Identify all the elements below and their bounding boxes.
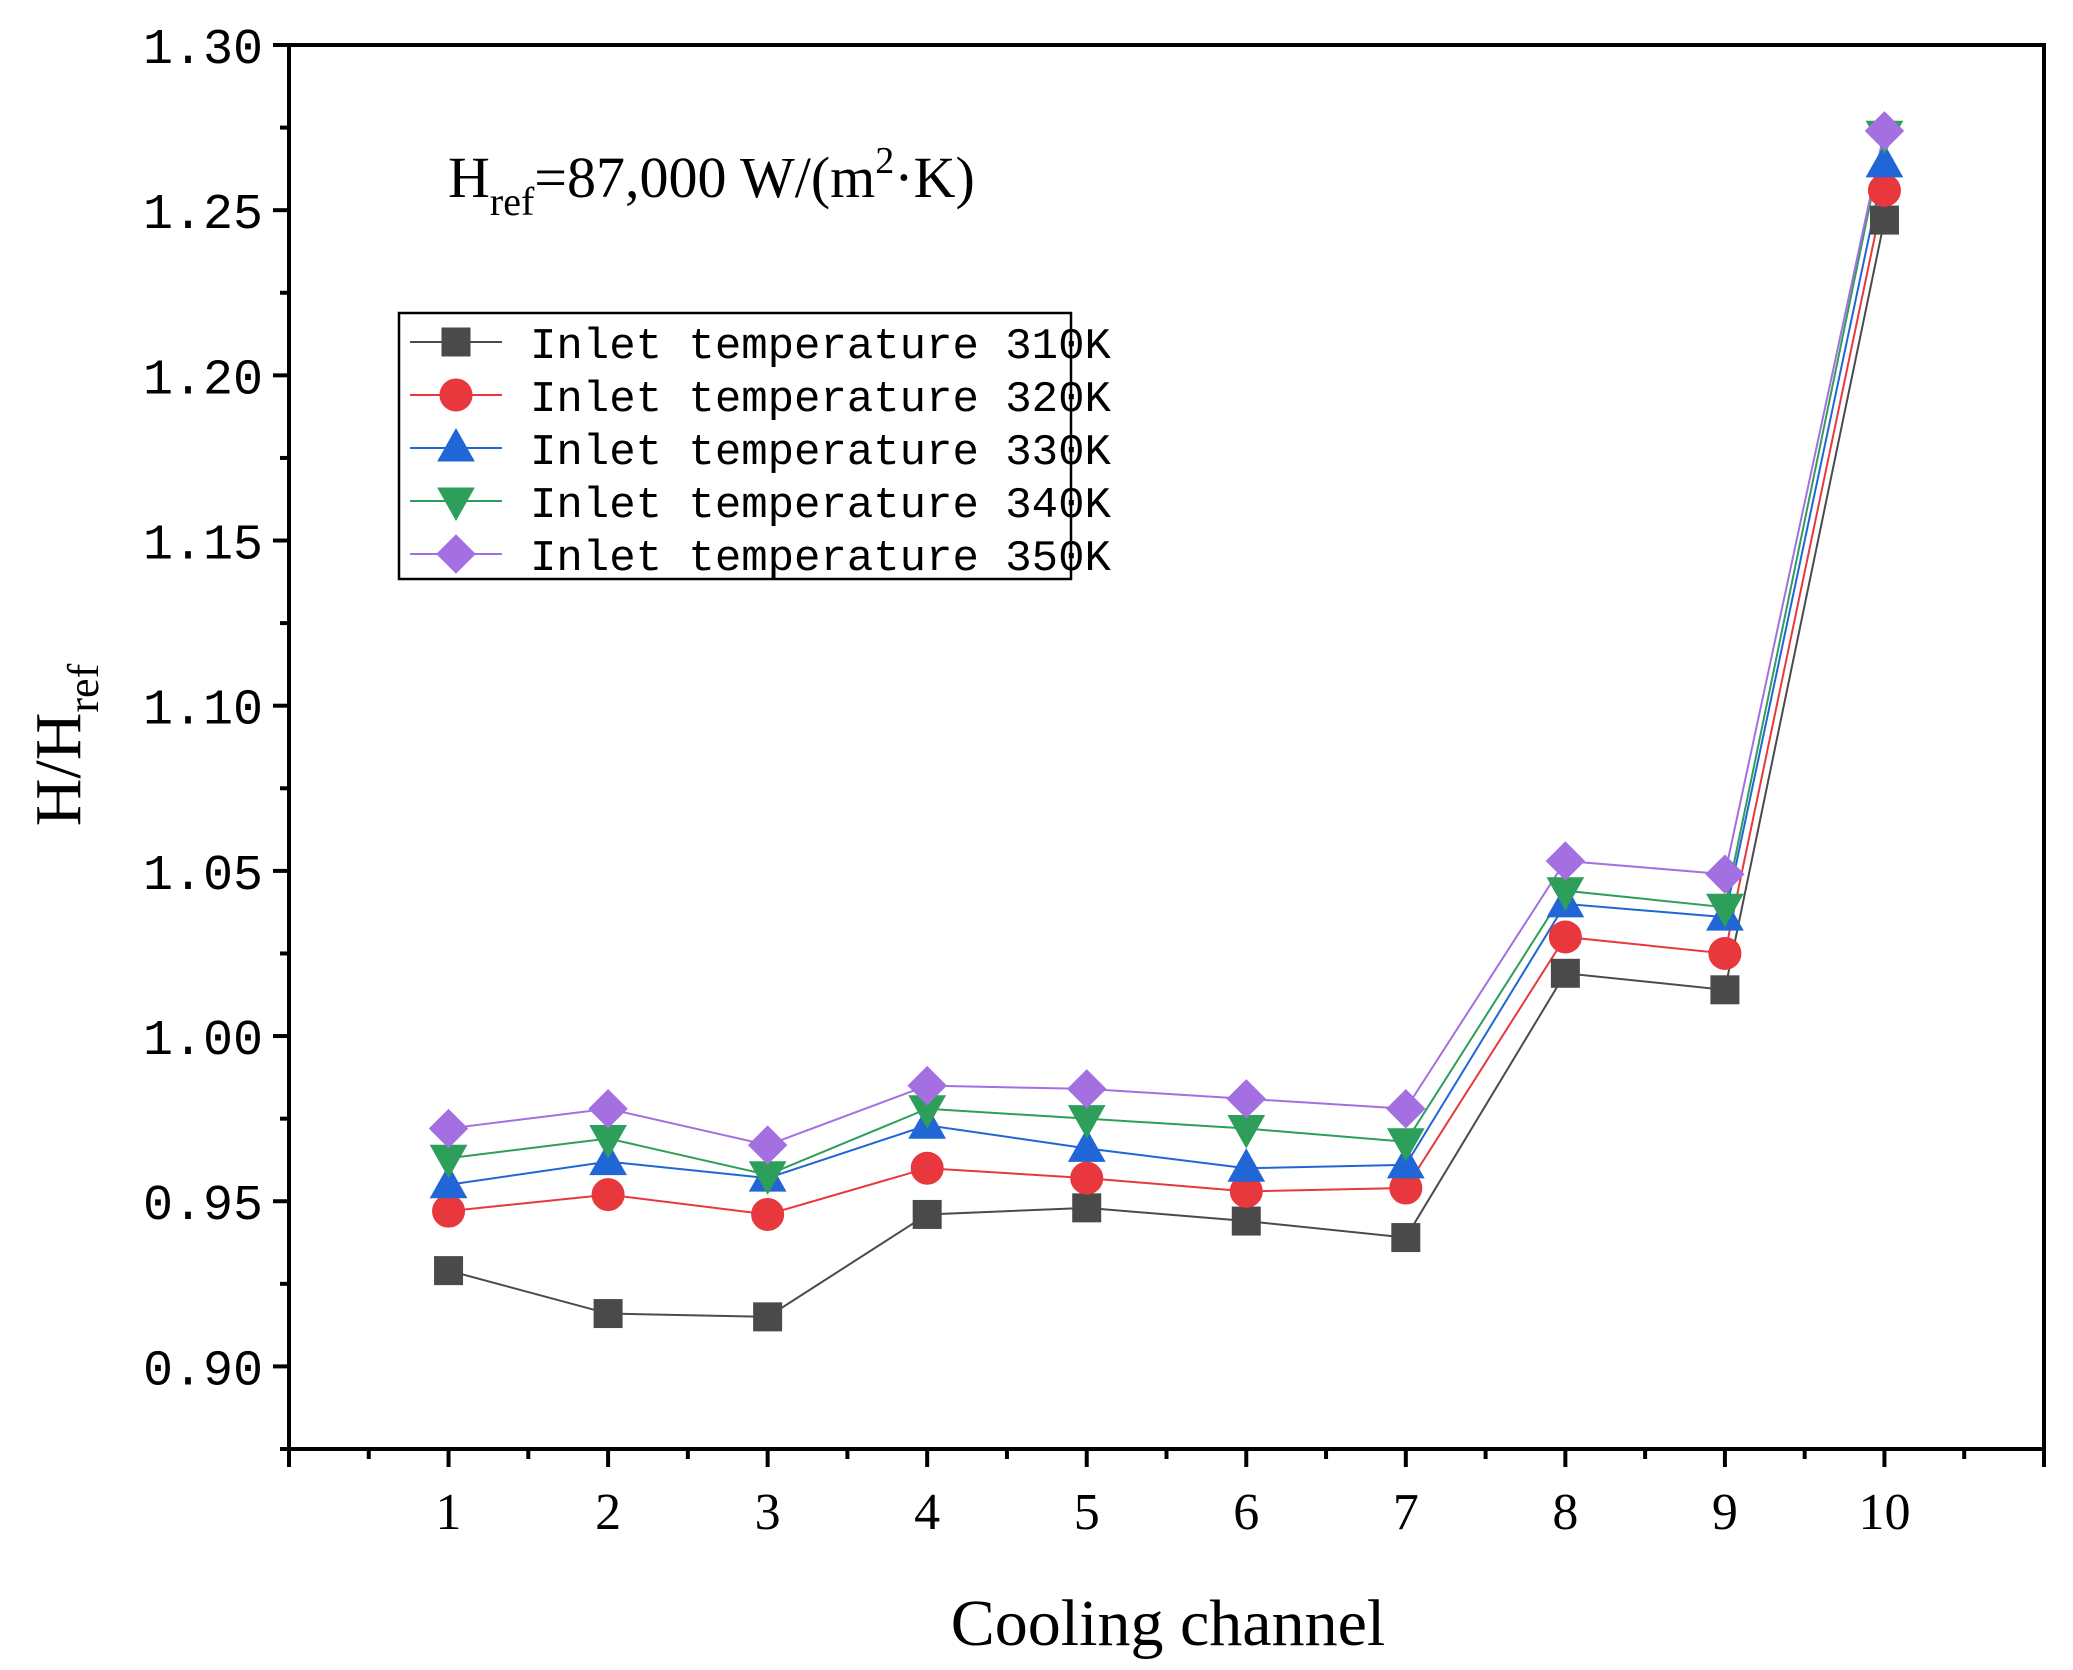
legend-marker bbox=[439, 378, 473, 412]
data-point bbox=[1067, 1128, 1106, 1162]
series-line-3 bbox=[448, 163, 1886, 1186]
x-tick-label: 8 bbox=[1552, 1484, 1578, 1541]
data-point bbox=[1864, 111, 1905, 151]
data-point bbox=[747, 1125, 788, 1165]
legend-label: Inlet temperature 310K bbox=[530, 322, 1111, 372]
legend-box bbox=[397, 311, 1073, 581]
y-tick-label: 1.20 bbox=[143, 352, 263, 409]
axis-ticks: 0.90 0.95 1.00 1.05 1.10 1.15 1.20 1.25 1.30 1 2 3 4… bbox=[143, 22, 2046, 1541]
x-tick-label: 7 bbox=[1393, 1484, 1419, 1541]
data-point bbox=[591, 1178, 625, 1212]
legend-marker bbox=[437, 487, 475, 522]
y-tick-label: 1.10 bbox=[143, 683, 263, 740]
reference-annotation: Href=87,000 W/(m2·K) bbox=[448, 140, 975, 224]
data-point bbox=[1067, 1069, 1107, 1109]
series-markers bbox=[428, 111, 1905, 1332]
data-point bbox=[588, 1089, 628, 1129]
series-line-5 bbox=[448, 130, 1886, 1147]
data-point bbox=[1072, 1193, 1102, 1223]
data-point bbox=[1708, 936, 1742, 970]
data-point bbox=[1386, 1128, 1425, 1162]
x-tick-label: 10 bbox=[1858, 1484, 1910, 1541]
x-tick-label: 9 bbox=[1712, 1484, 1738, 1541]
series-line-2 bbox=[448, 190, 1886, 1216]
legend-label: Inlet temperature 350K bbox=[530, 534, 1111, 584]
series-line-4 bbox=[448, 133, 1886, 1176]
data-point bbox=[1548, 920, 1582, 954]
data-point bbox=[428, 1108, 469, 1149]
data-point bbox=[1710, 975, 1740, 1005]
y-tick-label: 0.95 bbox=[143, 1178, 263, 1235]
legend-marker bbox=[437, 427, 475, 462]
x-tick-label: 5 bbox=[1074, 1484, 1100, 1541]
y-tick-label: 1.00 bbox=[143, 1013, 263, 1070]
x-tick-label: 2 bbox=[595, 1484, 621, 1541]
y-axis-title: H/Href bbox=[22, 663, 108, 826]
data-point bbox=[910, 1151, 944, 1185]
x-tick-label: 1 bbox=[436, 1484, 462, 1541]
y-tick-label: 1.05 bbox=[143, 848, 263, 905]
legend-label: Inlet temperature 330K bbox=[530, 428, 1111, 478]
data-point bbox=[1706, 893, 1744, 928]
data-point bbox=[907, 1065, 947, 1106]
legend-label: Inlet temperature 320K bbox=[530, 375, 1111, 425]
data-point bbox=[434, 1256, 464, 1286]
data-point bbox=[1227, 1148, 1266, 1182]
data-point bbox=[1867, 173, 1901, 207]
y-tick-label: 1.15 bbox=[143, 518, 263, 575]
data-point bbox=[751, 1197, 785, 1231]
series-line-1 bbox=[448, 219, 1886, 1318]
data-point bbox=[432, 1194, 466, 1228]
data-point bbox=[1226, 1079, 1266, 1119]
x-tick-label: 3 bbox=[755, 1484, 781, 1541]
data-point bbox=[1070, 1161, 1104, 1195]
x-tick-label: 4 bbox=[914, 1484, 940, 1541]
data-point bbox=[753, 1302, 783, 1332]
legend-marker bbox=[441, 327, 471, 357]
data-point bbox=[1386, 1144, 1425, 1179]
data-point bbox=[1545, 841, 1586, 881]
data-point bbox=[1869, 205, 1899, 235]
data-point bbox=[912, 1199, 942, 1229]
legend-label: Inlet temperature 340K bbox=[530, 481, 1111, 531]
data-point bbox=[429, 1164, 468, 1199]
x-tick-label: 6 bbox=[1233, 1484, 1259, 1541]
y-tick-label: 0.90 bbox=[143, 1343, 263, 1400]
data-point bbox=[1231, 1206, 1261, 1236]
data-point bbox=[1865, 143, 1904, 178]
data-point bbox=[1386, 1089, 1426, 1129]
legend-marker bbox=[436, 534, 476, 574]
data-point bbox=[593, 1299, 623, 1329]
y-tick-label: 1.30 bbox=[143, 22, 263, 79]
series-lines bbox=[448, 130, 1886, 1318]
data-point bbox=[589, 1141, 627, 1176]
x-axis-title: Cooling channel bbox=[951, 1587, 1385, 1660]
data-point bbox=[1391, 1223, 1421, 1253]
y-tick-label: 1.25 bbox=[143, 187, 263, 244]
data-point bbox=[1705, 854, 1745, 894]
data-point bbox=[1550, 958, 1580, 988]
